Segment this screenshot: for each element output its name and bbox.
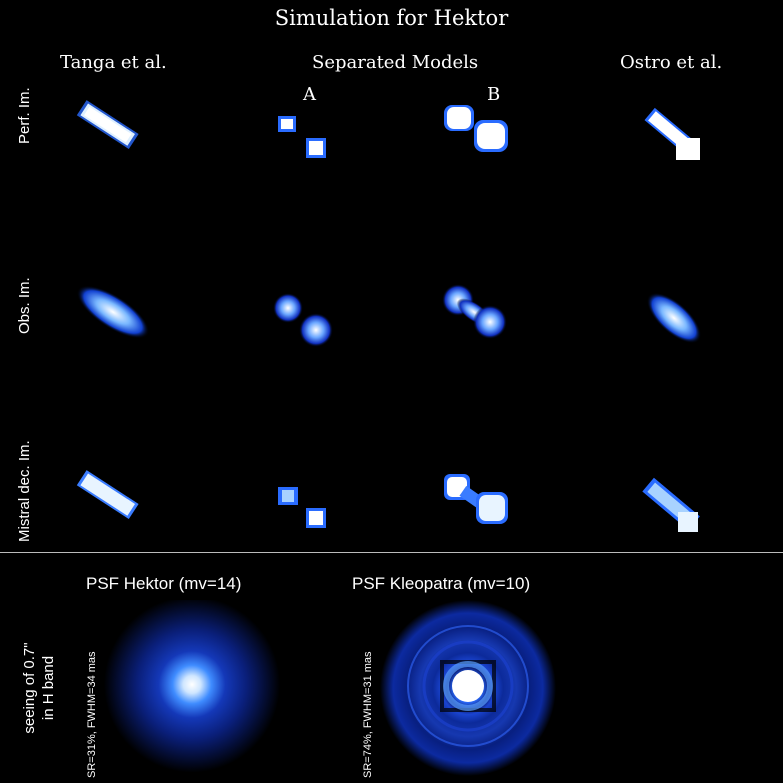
row-label-observed: Obs. Im. [16, 277, 33, 334]
mistral-image-model-b [444, 474, 508, 524]
mistral-image-tanga [76, 470, 139, 520]
column-header-model-a: A [303, 84, 316, 105]
mistral-image-model-a [278, 487, 326, 528]
seeing-line-1: seeing of 0.7" [21, 642, 38, 734]
seeing-label: seeing of 0.7" in H band [20, 598, 58, 778]
observed-image-ostro [646, 292, 702, 344]
perfect-image-ostro [644, 107, 700, 160]
perfect-image-model-a [278, 116, 326, 158]
observed-image-model-b [442, 284, 507, 339]
row-label-perfect: Perf. Im. [16, 87, 33, 144]
perfect-image-model-b [444, 105, 508, 152]
psf-kleopatra-stat: SR=74%, FWHM=31 mas [362, 651, 374, 778]
psf-kleopatra-image [380, 600, 556, 776]
observed-image-tanga [76, 285, 150, 339]
column-header-model-b: B [487, 84, 501, 105]
psf-hektor-stat: SR=31%, FWHM=34 mas [86, 651, 98, 778]
observed-image-model-a [273, 293, 333, 347]
column-header-separated: Separated Models [312, 52, 479, 73]
row-label-mistral: Mistral dec. Im. [16, 440, 33, 542]
figure-title: Simulation for Hektor [274, 6, 509, 30]
psf-hektor-title: PSF Hektor (mv=14) [86, 574, 242, 593]
mistral-image-ostro [642, 477, 700, 532]
section-divider [0, 552, 783, 553]
perfect-image-tanga [76, 100, 139, 150]
seeing-line-2: in H band [40, 655, 57, 721]
column-header-tanga: Tanga et al. [60, 52, 167, 73]
psf-hektor-image [104, 600, 280, 776]
psf-kleopatra-title: PSF Kleopatra (mv=10) [352, 574, 531, 593]
column-header-ostro: Ostro et al. [620, 52, 723, 73]
